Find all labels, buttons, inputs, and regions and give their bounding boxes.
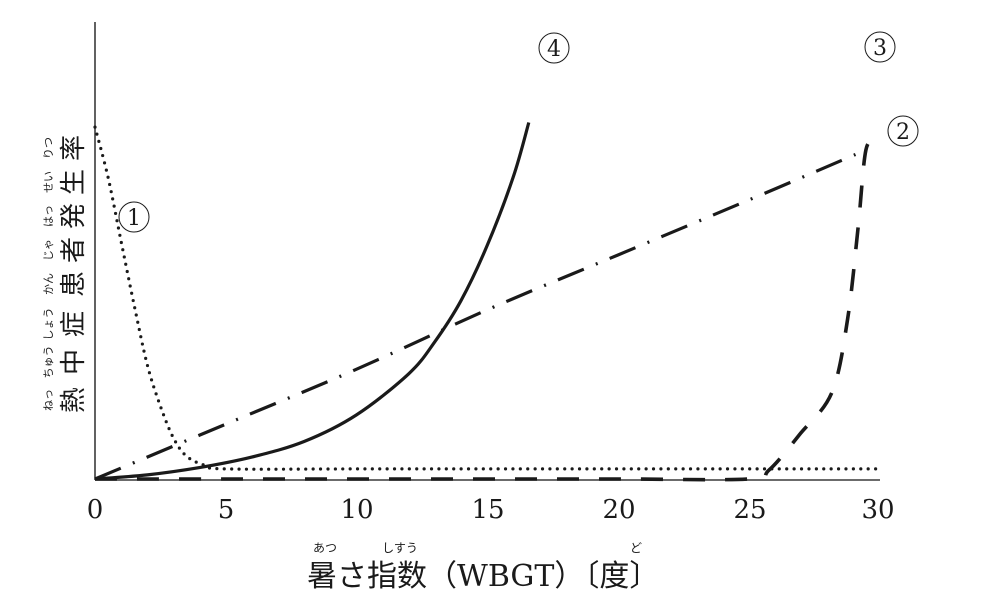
y-label-char: 症	[59, 311, 89, 337]
y-label-ruby: しょう	[42, 308, 55, 341]
label-3-number: 3	[873, 36, 887, 61]
x-label-sa: さ	[337, 559, 367, 594]
y-label-ruby: ちゅう	[42, 346, 55, 379]
series-1-dotted-curve	[93, 125, 881, 471]
y-label-ruby: せい	[42, 171, 55, 193]
series-4-solid-curve	[94, 122, 531, 481]
y-label-char: 熱	[59, 387, 89, 413]
label-2-number: 2	[896, 120, 910, 145]
y-label-ruby: じゃ	[42, 239, 55, 261]
x-tick-5: 5	[218, 495, 235, 525]
series-labels: 1 2 3 4	[118, 31, 919, 233]
x-tick-10: 10	[340, 495, 373, 525]
x-label-do: 度	[599, 559, 629, 594]
label-1-number: 1	[127, 206, 141, 231]
label-4-number: 4	[547, 37, 561, 62]
x-label-shisuu: 指数	[367, 559, 427, 594]
y-label-ruby: ねっ	[42, 389, 55, 411]
x-tick-0: 0	[87, 495, 104, 525]
y-label-char: 発	[59, 203, 89, 229]
x-label-wbgt: （WBGT）〔	[427, 559, 599, 594]
label-2-circle	[887, 115, 919, 147]
y-label-char: 中	[59, 349, 89, 375]
y-label-char: 者	[59, 237, 89, 263]
x-label-atsu: 暑	[307, 559, 337, 594]
x-tick-20: 20	[602, 495, 635, 525]
x-tick-15: 15	[471, 495, 504, 525]
y-label-ruby: はっ	[42, 205, 55, 227]
x-label-text: 暑さ指数（WBGT）〔度〕	[307, 559, 659, 594]
x-label-ruby-shisuu: しすう	[382, 541, 418, 555]
y-label-ruby: かん	[42, 273, 55, 295]
y-label-char: 生	[59, 169, 89, 195]
x-label-ruby-do: ど	[630, 541, 642, 555]
x-label-close-bracket: 〕	[629, 559, 659, 594]
y-label-ruby: りつ	[42, 137, 55, 159]
y-label-char: 率	[59, 135, 89, 161]
x-label-ruby-atsu: あつ	[313, 541, 337, 555]
x-tick-labels: 0 5 10 15 20 25 30	[87, 495, 895, 525]
series-3-dash-dot-curve	[94, 153, 857, 481]
y-label-char: 患	[59, 271, 89, 297]
x-tick-30: 30	[861, 495, 894, 525]
label-3-circle	[864, 31, 896, 63]
x-tick-25: 25	[733, 495, 766, 525]
label-1-circle	[118, 201, 150, 233]
series-2-dashed-curve	[94, 138, 878, 482]
x-axis-label: あつ しすう ど 暑さ指数（WBGT）〔度〕	[307, 541, 659, 594]
label-4-circle	[538, 32, 570, 64]
